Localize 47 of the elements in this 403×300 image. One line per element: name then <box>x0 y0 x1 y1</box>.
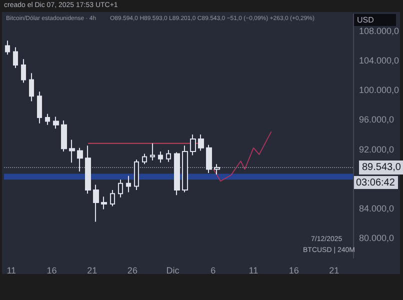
y-tick-label: 84.000,0 <box>359 203 394 214</box>
y-tick-label: 108.000,0 <box>359 26 400 36</box>
candlestick <box>21 58 26 84</box>
x-tick-label: 11 <box>6 266 16 276</box>
candlestick <box>174 152 180 196</box>
x-tick-label: 21 <box>87 266 98 276</box>
candlestick <box>37 91 42 124</box>
x-tick-label: 16 <box>46 266 57 276</box>
text: 03:06:42 <box>356 178 396 188</box>
candlestick <box>206 144 212 174</box>
candlestick <box>53 116 59 130</box>
candlestick <box>158 151 163 164</box>
candlestick <box>101 196 107 210</box>
candlestick <box>190 134 196 156</box>
candlestick <box>134 159 139 190</box>
y-tick-label: 104.000,0 <box>359 56 400 66</box>
ref-line-label: 89.543,0 <box>362 162 402 173</box>
x-tick-label: 11 <box>248 266 258 276</box>
x-tick-label: Dic <box>166 266 180 276</box>
candlestick <box>5 40 10 56</box>
candlestick <box>198 134 204 152</box>
text: USD <box>357 16 374 24</box>
candlestick <box>29 72 34 102</box>
x-tick-label: 26 <box>127 266 138 276</box>
y-tick-label: 96.000,0 <box>359 114 394 125</box>
line-series <box>212 131 272 182</box>
y-tick-label: 80.000,0 <box>359 233 394 244</box>
candlestick <box>166 150 171 162</box>
candlestick <box>110 189 115 207</box>
candlestick <box>93 184 99 222</box>
candlestick <box>61 120 67 152</box>
candlestick <box>118 179 123 198</box>
candlestick <box>69 139 75 164</box>
candlestick <box>85 145 91 194</box>
candlestick <box>126 175 131 193</box>
y-tick-label: 92.000,0 <box>359 144 394 154</box>
y-tick-label: 100.000,0 <box>359 85 400 96</box>
x-tick-label: 6 <box>210 266 216 276</box>
candlestick <box>45 113 50 126</box>
candlestick <box>13 46 18 68</box>
x-tick-label: 21 <box>329 266 340 276</box>
x-tick-label: 16 <box>288 266 299 276</box>
candlestick <box>77 147 83 172</box>
candlestick <box>182 145 188 193</box>
candlestick <box>142 153 147 165</box>
candlestick <box>214 164 220 175</box>
candlestick <box>150 142 155 161</box>
